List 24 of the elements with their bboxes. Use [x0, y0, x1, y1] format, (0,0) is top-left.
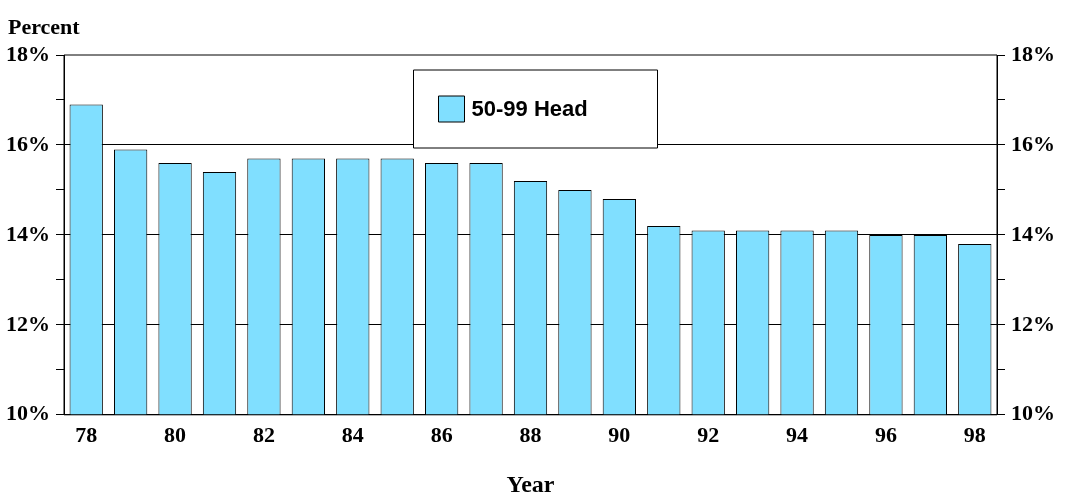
- x-tick-label: 80: [164, 421, 187, 447]
- y2-tick-label: 14%: [1011, 220, 1055, 246]
- x-tick-label: 84: [341, 421, 364, 447]
- x-axis-title: Year: [506, 470, 555, 497]
- y2-tick-label: 12%: [1011, 310, 1055, 336]
- y2-tick-label: 18%: [1011, 40, 1055, 66]
- y-tick-label: 14%: [6, 220, 50, 246]
- x-tick-label: 78: [75, 421, 98, 447]
- x-tick-label: 94: [786, 421, 809, 447]
- x-tick-label: 90: [608, 421, 631, 447]
- x-tick-label: 98: [963, 421, 986, 447]
- y-axis-title: Percent: [8, 14, 81, 39]
- x-tick-label: 92: [697, 421, 720, 447]
- y-tick-label: 18%: [6, 40, 50, 66]
- y-tick-label: 10%: [6, 400, 50, 426]
- y-tick-label: 12%: [6, 310, 50, 336]
- y-tick-label: 16%: [6, 130, 50, 156]
- x-tick-label: 86: [430, 421, 453, 447]
- legend-label: 50-99 Head: [471, 96, 588, 122]
- y2-tick-label: 16%: [1011, 130, 1055, 156]
- x-tick-label: 88: [519, 421, 542, 447]
- x-tick-label: 82: [252, 421, 275, 447]
- x-tick-label: 96: [874, 421, 897, 447]
- y2-tick-label: 10%: [1011, 400, 1055, 426]
